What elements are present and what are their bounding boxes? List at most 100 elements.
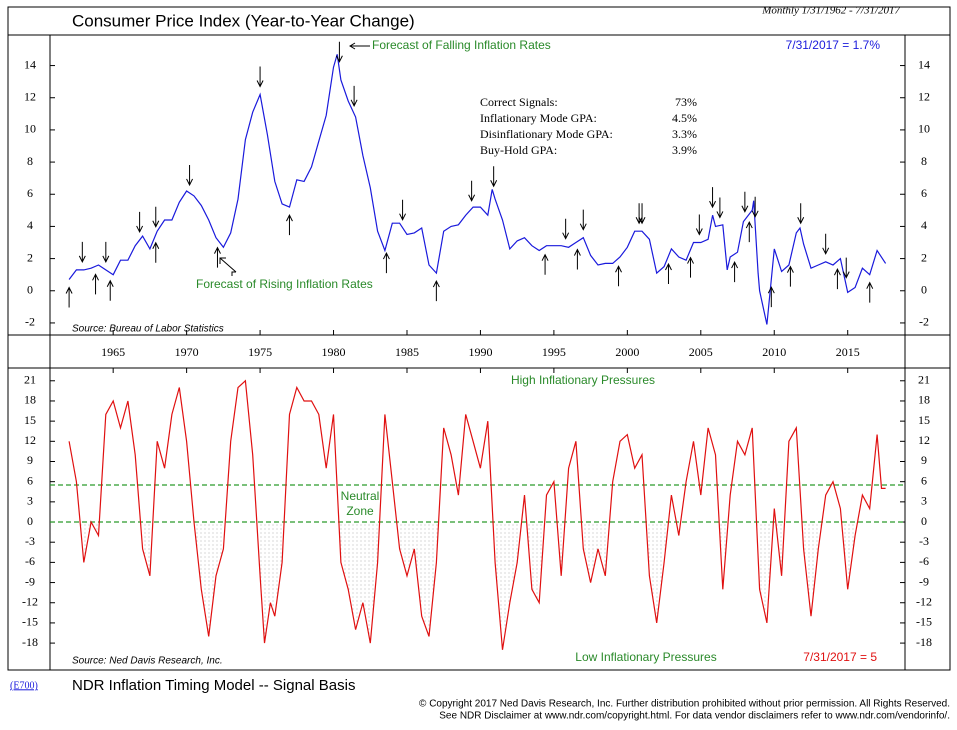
y-tick-label: 0 bbox=[27, 283, 33, 297]
x-tick-label: 2010 bbox=[762, 345, 786, 359]
up-signal-arrow bbox=[432, 279, 440, 302]
copyright: © Copyright 2017 Ned Davis Research, Inc… bbox=[419, 699, 950, 710]
down-signal-arrow bbox=[78, 241, 86, 263]
up-signal-arrow bbox=[286, 213, 293, 236]
stat-label: Disinflationary Mode GPA: bbox=[480, 127, 613, 141]
up-signal-arrow bbox=[106, 279, 114, 301]
y-tick-label: 12 bbox=[24, 433, 36, 447]
down-signal-arrow bbox=[186, 164, 194, 187]
y-tick-label: 2 bbox=[921, 250, 927, 264]
y-tick-label: 6 bbox=[921, 473, 927, 487]
y-tick-label: 6 bbox=[921, 186, 927, 200]
y-tick-label: -6 bbox=[25, 554, 35, 568]
data-line bbox=[68, 379, 886, 650]
y-tick-label: 14 bbox=[24, 57, 36, 71]
source: Source: Ned Davis Research, Inc. bbox=[72, 656, 223, 667]
down-signal-arrow bbox=[797, 203, 805, 225]
stat-value: 3.3% bbox=[672, 127, 697, 141]
down-signal-arrow bbox=[751, 196, 759, 218]
up-signal-arrow bbox=[541, 253, 549, 275]
y-tick-label: 15 bbox=[24, 413, 36, 427]
y-tick-label: 21 bbox=[24, 373, 36, 387]
y-tick-label: 4 bbox=[27, 218, 33, 232]
x-tick-label: 1970 bbox=[175, 345, 199, 359]
y-tick-label: 12 bbox=[918, 433, 930, 447]
y-tick-label: 9 bbox=[921, 453, 927, 467]
y-tick-label: -9 bbox=[919, 574, 929, 588]
frame bbox=[7, 6, 951, 671]
annotation-arrow bbox=[219, 257, 237, 276]
annotation: Forecast of Rising Inflation Rates bbox=[196, 277, 373, 291]
up-signal-arrow bbox=[745, 220, 753, 243]
chart-code: (E700) bbox=[10, 680, 38, 691]
y-tick-label: 0 bbox=[921, 283, 927, 297]
y-tick-label: 6 bbox=[27, 186, 33, 200]
y-tick-label: 10 bbox=[918, 122, 930, 136]
top-label: High Inflationary Pressures bbox=[511, 373, 655, 387]
stat-value: 4.5% bbox=[672, 111, 697, 125]
y-tick-label: 18 bbox=[24, 393, 36, 407]
down-signal-arrow bbox=[716, 197, 724, 219]
y-tick-label: -12 bbox=[22, 594, 38, 608]
footer-title: NDR Inflation Timing Model -- Signal Bas… bbox=[72, 677, 355, 694]
annotation-arrow bbox=[349, 42, 370, 50]
stat-value: 73% bbox=[675, 95, 697, 109]
y-tick-label: -9 bbox=[25, 574, 35, 588]
y-tick-label: 4 bbox=[921, 218, 927, 232]
y-tick-label: -12 bbox=[916, 594, 932, 608]
latest-label: 7/31/2017 = 1.7% bbox=[786, 38, 881, 52]
y-tick-label: 0 bbox=[921, 514, 927, 528]
y-tick-label: 18 bbox=[918, 393, 930, 407]
x-tick-label: 1985 bbox=[395, 345, 419, 359]
down-signal-arrow bbox=[635, 203, 643, 225]
y-tick-label: 15 bbox=[918, 413, 930, 427]
disclaimer: See NDR Disclaimer at www.ndr.com/copyri… bbox=[439, 711, 950, 722]
stat-label: Inflationary Mode GPA: bbox=[480, 111, 597, 125]
up-signal-arrow bbox=[866, 281, 874, 303]
y-tick-label: -3 bbox=[25, 534, 35, 548]
y-tick-label: -2 bbox=[25, 315, 35, 329]
down-signal-arrow bbox=[152, 206, 160, 228]
y-tick-label: 3 bbox=[27, 494, 33, 508]
x-tick-label: 2000 bbox=[615, 345, 639, 359]
source: Source: Bureau of Labor Statistics bbox=[72, 324, 224, 335]
down-signal-arrow bbox=[102, 241, 110, 263]
x-tick-label: 1965 bbox=[101, 345, 125, 359]
y-tick-label: 6 bbox=[27, 473, 33, 487]
up-signal-arrow bbox=[92, 273, 99, 295]
x-tick-label: 2015 bbox=[836, 345, 860, 359]
y-tick-label: 0 bbox=[27, 514, 33, 528]
y-tick-label: 8 bbox=[27, 154, 33, 168]
y-tick-label: 12 bbox=[918, 89, 930, 103]
zone-label: Zone bbox=[346, 504, 374, 518]
up-signal-arrow bbox=[687, 256, 694, 278]
up-signal-arrow bbox=[65, 286, 73, 308]
down-signal-arrow bbox=[822, 233, 830, 255]
below-zero-shading bbox=[69, 522, 886, 650]
down-signal-arrow bbox=[741, 191, 749, 213]
down-signal-arrow bbox=[136, 211, 144, 234]
down-signal-arrow bbox=[335, 41, 343, 63]
stat-label: Correct Signals: bbox=[480, 95, 558, 109]
zone-label: Neutral bbox=[341, 489, 380, 503]
up-signal-arrow bbox=[767, 286, 775, 308]
down-signal-arrow bbox=[256, 66, 264, 88]
x-tick-label: 1995 bbox=[542, 345, 566, 359]
up-signal-arrow bbox=[615, 265, 622, 287]
up-signal-arrow bbox=[665, 262, 672, 285]
down-signal-arrow bbox=[709, 187, 716, 209]
down-signal-arrow bbox=[842, 257, 850, 279]
down-signal-arrow bbox=[490, 166, 498, 188]
y-tick-label: -15 bbox=[22, 615, 38, 629]
subtitle: Monthly 1/31/1962 - 7/31/2017 bbox=[761, 5, 900, 17]
down-signal-arrow bbox=[562, 218, 570, 240]
down-signal-arrow bbox=[579, 209, 587, 231]
x-tick-label: 1990 bbox=[468, 345, 492, 359]
y-tick-label: -6 bbox=[919, 554, 929, 568]
x-tick-label: 2005 bbox=[689, 345, 713, 359]
up-signal-arrow bbox=[152, 241, 160, 263]
latest-label: 7/31/2017 = 5 bbox=[803, 650, 877, 664]
chart-title: Consumer Price Index (Year-to-Year Chang… bbox=[72, 11, 415, 30]
annotation: Forecast of Falling Inflation Rates bbox=[372, 38, 551, 52]
